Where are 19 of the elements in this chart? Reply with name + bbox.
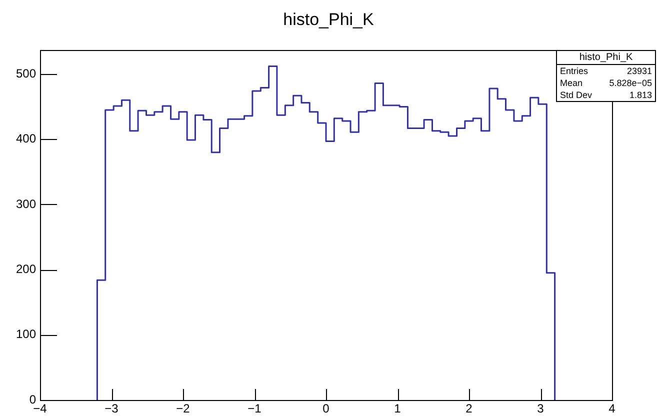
annotation: histo_Phi_K [557, 51, 655, 65]
x-tick-label: −3 [104, 402, 119, 416]
x-tick-label: −1 [248, 402, 262, 416]
y-tick-label: 100 [16, 327, 36, 342]
x-tick-label: 0 [322, 402, 330, 416]
text: Std Dev 1.813 [560, 90, 652, 100]
y-tick-label: 500 [16, 66, 36, 80]
x-tick-label: 2 [466, 402, 473, 416]
y-tick-label: 200 [16, 262, 36, 276]
y-tick-label: 0 [29, 392, 36, 406]
x-tick-label: −2 [176, 402, 190, 416]
x-tick-label: 1 [394, 402, 402, 416]
text: Entries 23931 [560, 66, 652, 76]
chart-title: histo_Phi_K [282, 10, 375, 30]
x-tick-label: 4 [608, 402, 616, 416]
x-tick-label: 3 [537, 402, 544, 416]
y-tick-label: 400 [16, 132, 36, 146]
text: Mean 5.828e−05 [560, 78, 652, 88]
y-tick-label: 300 [16, 196, 36, 211]
